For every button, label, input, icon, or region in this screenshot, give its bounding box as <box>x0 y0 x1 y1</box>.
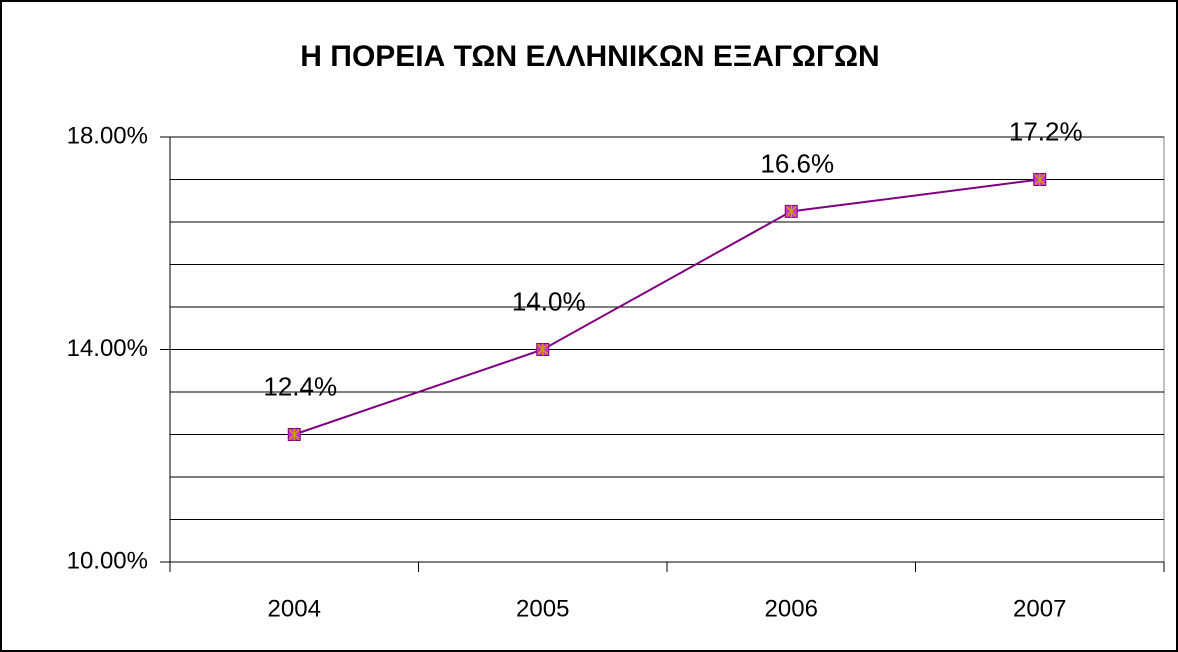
x-tick-label: 2005 <box>516 595 569 622</box>
marker-star <box>785 205 797 218</box>
marker-star <box>537 343 549 356</box>
data-point <box>287 428 301 441</box>
y-tick-label: 18.00% <box>67 122 148 149</box>
y-tick-label: 14.00% <box>67 335 148 362</box>
marker-star <box>288 428 300 441</box>
marker-star <box>1034 173 1046 186</box>
data-label: 12.4% <box>263 371 337 401</box>
x-tick-label: 2007 <box>1013 595 1066 622</box>
data-point <box>784 204 798 218</box>
y-tick-label: 10.00% <box>67 547 148 574</box>
x-tick-label: 2006 <box>765 595 818 622</box>
x-tick-label: 2004 <box>268 595 321 622</box>
data-label: 14.0% <box>512 286 586 316</box>
data-label: 16.6% <box>760 148 834 178</box>
data-point <box>536 343 550 356</box>
data-point <box>1033 173 1047 186</box>
data-label: 17.2% <box>1009 116 1083 146</box>
chart-title: Η ΠΟΡΕΙΑ ΤΩΝ ΕΛΛΗΝΙΚΩΝ ΕΞΑΓΩΓΩΝ <box>300 40 879 73</box>
series-line <box>293 178 1040 436</box>
